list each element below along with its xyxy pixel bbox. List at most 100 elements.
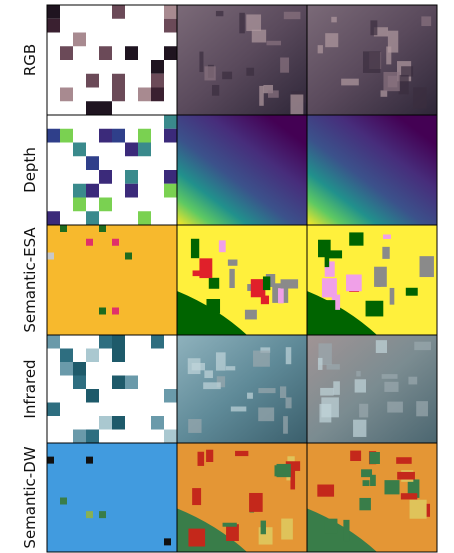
patch (138, 129, 151, 143)
patch (86, 101, 99, 115)
patch (73, 184, 86, 198)
patch (60, 129, 73, 143)
patch (86, 389, 99, 403)
region (401, 66, 413, 76)
region (363, 51, 380, 73)
region (247, 393, 253, 399)
patch (73, 198, 86, 212)
patch (164, 19, 177, 33)
patch (164, 5, 177, 19)
region (320, 388, 333, 396)
patch (99, 129, 112, 143)
region (324, 519, 337, 534)
masked-input-image (47, 5, 177, 115)
region (413, 87, 427, 108)
region (280, 386, 286, 398)
region (349, 232, 363, 245)
region (252, 30, 266, 43)
region (228, 260, 238, 266)
region (204, 66, 215, 80)
region (258, 388, 275, 393)
region (346, 274, 362, 291)
patch (73, 33, 86, 47)
output-image (177, 225, 307, 335)
row-label: Semantic-DW (21, 446, 39, 548)
patch (151, 60, 164, 74)
region (359, 404, 368, 418)
ground-truth-image (307, 443, 437, 552)
region (253, 351, 270, 367)
region (206, 450, 213, 462)
patch (47, 211, 60, 225)
region (268, 90, 279, 97)
region (278, 288, 284, 303)
region (246, 68, 254, 76)
row-label: Semantic-ESA (21, 227, 39, 333)
patch (47, 5, 60, 19)
region (355, 379, 366, 392)
patch (47, 129, 60, 143)
patch (47, 253, 54, 260)
region (206, 299, 220, 313)
patch (151, 416, 164, 430)
region (383, 72, 399, 91)
region (239, 13, 245, 34)
region (322, 278, 337, 297)
patch (138, 143, 151, 157)
patch (73, 143, 86, 157)
patch (164, 538, 171, 545)
region (212, 85, 219, 96)
region (383, 234, 391, 239)
region (277, 464, 291, 477)
patch (99, 335, 112, 349)
region (198, 452, 205, 466)
patch (73, 362, 86, 376)
region (421, 16, 431, 26)
region (249, 493, 263, 512)
region (204, 370, 213, 378)
patch (125, 253, 132, 260)
region (235, 451, 248, 456)
region (286, 397, 292, 408)
patch (125, 170, 138, 184)
region (387, 402, 403, 413)
patch (99, 46, 112, 60)
masked-input-image (47, 335, 177, 443)
patch (47, 403, 60, 417)
patch (60, 349, 73, 363)
patch (86, 349, 99, 363)
region (226, 366, 235, 370)
region (331, 17, 337, 23)
region (290, 95, 303, 115)
region (361, 469, 372, 477)
patch (164, 129, 177, 143)
region (382, 247, 389, 259)
patch (164, 170, 177, 184)
image-background (307, 115, 437, 225)
patch (47, 335, 60, 349)
ground-truth-image (307, 335, 437, 443)
patch (112, 416, 125, 430)
region (327, 364, 340, 369)
output-image (177, 115, 307, 225)
patch (99, 170, 112, 184)
patch (60, 88, 73, 102)
region (219, 240, 226, 252)
patch (47, 457, 54, 464)
patch (86, 239, 93, 246)
region (192, 488, 201, 505)
patch (86, 74, 99, 88)
region (410, 500, 427, 519)
region (261, 521, 266, 535)
region (356, 371, 360, 376)
region (401, 493, 417, 499)
region (193, 270, 202, 276)
patch (99, 198, 112, 212)
region (341, 79, 359, 86)
output-image (177, 443, 307, 552)
region (390, 288, 395, 305)
patch (112, 308, 119, 315)
region (283, 416, 288, 434)
patch (112, 349, 125, 363)
region (329, 250, 342, 258)
